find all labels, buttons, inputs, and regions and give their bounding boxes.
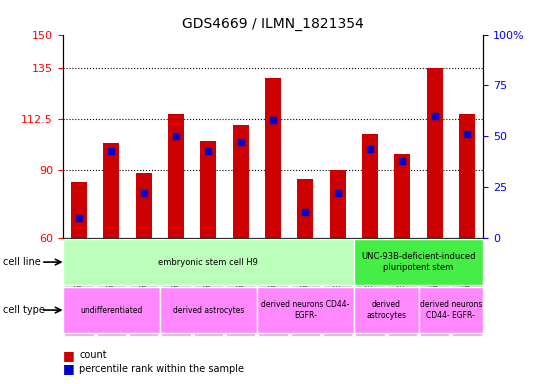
Bar [168, 114, 184, 238]
FancyBboxPatch shape [194, 240, 223, 336]
Text: cell line: cell line [3, 257, 40, 267]
FancyBboxPatch shape [129, 240, 158, 336]
Text: GSM997563: GSM997563 [171, 243, 181, 290]
Text: GSM997555: GSM997555 [74, 243, 84, 290]
Text: count: count [79, 350, 107, 360]
FancyBboxPatch shape [419, 287, 483, 333]
FancyBboxPatch shape [226, 240, 255, 336]
FancyBboxPatch shape [258, 240, 288, 336]
Bar [426, 68, 443, 238]
FancyBboxPatch shape [291, 240, 320, 336]
Text: GSM997572: GSM997572 [398, 243, 407, 290]
Bar [297, 179, 313, 238]
Text: ■: ■ [63, 362, 75, 375]
FancyBboxPatch shape [323, 240, 352, 336]
Text: ■: ■ [63, 349, 75, 362]
Bar [233, 125, 249, 238]
Bar [135, 172, 152, 238]
FancyBboxPatch shape [64, 240, 93, 336]
Text: GSM997568: GSM997568 [333, 243, 342, 290]
FancyBboxPatch shape [420, 240, 449, 336]
Text: GSM997567: GSM997567 [301, 243, 310, 290]
FancyBboxPatch shape [97, 240, 126, 336]
Text: undifferentiated: undifferentiated [80, 306, 143, 314]
FancyBboxPatch shape [257, 287, 354, 333]
Text: cell type: cell type [3, 305, 45, 315]
Text: derived
astrocytes: derived astrocytes [366, 300, 406, 320]
Text: GSM997556: GSM997556 [107, 243, 116, 290]
Bar [330, 170, 346, 238]
FancyBboxPatch shape [453, 240, 482, 336]
Text: GSM997565: GSM997565 [236, 243, 245, 290]
Bar [362, 134, 378, 238]
FancyBboxPatch shape [354, 239, 483, 285]
Text: UNC-93B-deficient-induced
pluripotent stem: UNC-93B-deficient-induced pluripotent st… [361, 252, 476, 272]
Text: derived astrocytes: derived astrocytes [173, 306, 244, 314]
FancyBboxPatch shape [162, 240, 191, 336]
Text: GSM997571: GSM997571 [365, 243, 375, 290]
Text: GSM997557: GSM997557 [139, 243, 148, 290]
Bar [71, 182, 87, 238]
Text: GSM997569: GSM997569 [430, 243, 439, 290]
FancyBboxPatch shape [63, 239, 354, 285]
FancyBboxPatch shape [354, 287, 419, 333]
FancyBboxPatch shape [388, 240, 417, 336]
Text: GSM997564: GSM997564 [204, 243, 213, 290]
FancyBboxPatch shape [160, 287, 257, 333]
Bar [394, 154, 411, 238]
Text: percentile rank within the sample: percentile rank within the sample [79, 364, 244, 374]
Bar [103, 143, 120, 238]
Bar [459, 114, 475, 238]
FancyBboxPatch shape [355, 240, 384, 336]
Text: GSM997566: GSM997566 [269, 243, 277, 290]
Text: derived neurons
CD44- EGFR-: derived neurons CD44- EGFR- [420, 300, 482, 320]
Text: derived neurons CD44-
EGFR-: derived neurons CD44- EGFR- [261, 300, 349, 320]
Bar [200, 141, 216, 238]
Text: GSM997570: GSM997570 [462, 243, 472, 290]
Bar [265, 78, 281, 238]
Title: GDS4669 / ILMN_1821354: GDS4669 / ILMN_1821354 [182, 17, 364, 31]
Text: embryonic stem cell H9: embryonic stem cell H9 [158, 258, 258, 266]
FancyBboxPatch shape [63, 287, 160, 333]
